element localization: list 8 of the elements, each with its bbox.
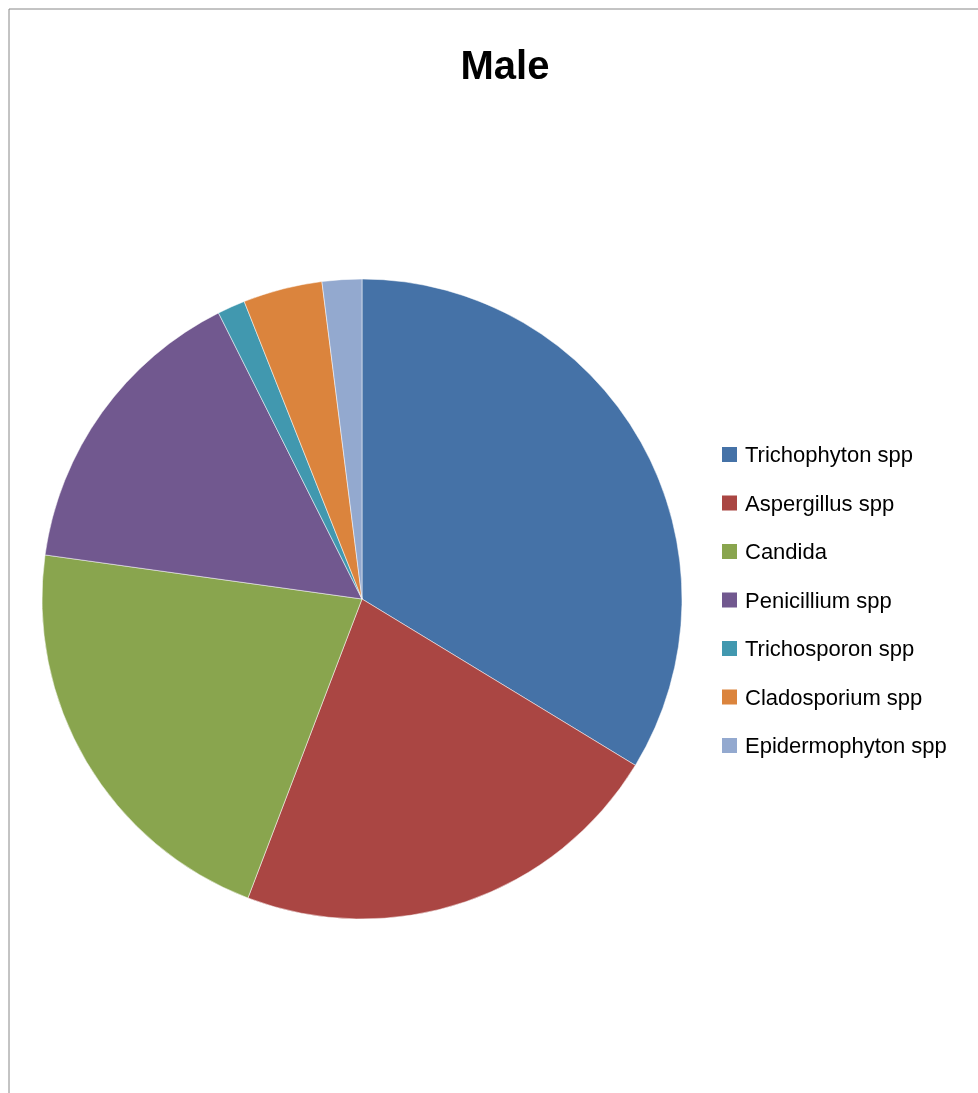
legend-label: Aspergillus spp	[745, 490, 895, 516]
legend-label: Penicillium spp	[745, 587, 892, 613]
legend-label: Trichophyton spp	[745, 442, 913, 467]
legend-label: Trichosporon spp	[745, 636, 915, 661]
chart-title: Male	[460, 43, 550, 87]
legend-label: Epidermophyton spp	[745, 733, 947, 758]
legend-label: Cladosporium spp	[745, 684, 923, 710]
legend-label: Candida	[745, 539, 828, 564]
